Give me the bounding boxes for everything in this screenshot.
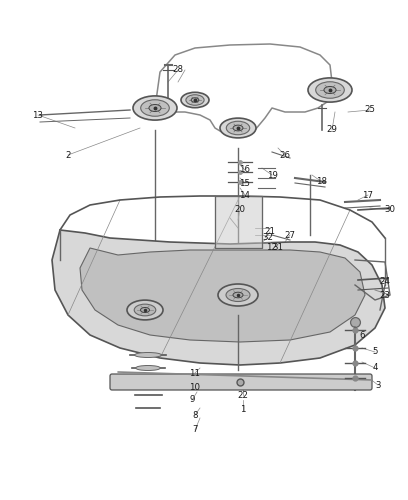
Text: 32: 32 <box>262 234 273 242</box>
Text: 12: 12 <box>266 244 277 252</box>
Ellipse shape <box>141 100 169 116</box>
Ellipse shape <box>233 125 243 131</box>
Text: 17: 17 <box>362 190 373 200</box>
Text: 10: 10 <box>189 382 200 392</box>
Text: 5: 5 <box>372 348 378 356</box>
Text: 19: 19 <box>266 170 277 179</box>
Ellipse shape <box>191 98 199 102</box>
Text: 16: 16 <box>239 166 251 174</box>
Text: 21: 21 <box>264 228 275 236</box>
Ellipse shape <box>308 78 352 102</box>
Text: 31: 31 <box>273 244 284 252</box>
Text: 15: 15 <box>239 178 251 188</box>
Ellipse shape <box>226 288 250 302</box>
Ellipse shape <box>133 96 177 120</box>
Ellipse shape <box>181 92 209 108</box>
Text: 27: 27 <box>284 230 295 239</box>
Text: 28: 28 <box>173 66 184 74</box>
Text: 30: 30 <box>384 206 395 214</box>
Text: 3: 3 <box>375 380 381 390</box>
Ellipse shape <box>220 118 256 138</box>
Ellipse shape <box>316 82 344 98</box>
FancyBboxPatch shape <box>110 374 372 390</box>
Text: 8: 8 <box>192 410 198 420</box>
Polygon shape <box>80 248 365 342</box>
Ellipse shape <box>324 86 336 94</box>
Ellipse shape <box>140 308 149 312</box>
Text: 7: 7 <box>192 426 198 434</box>
Ellipse shape <box>186 95 204 106</box>
Text: 11: 11 <box>189 368 200 378</box>
Ellipse shape <box>218 284 258 306</box>
Text: 9: 9 <box>189 396 195 404</box>
Ellipse shape <box>135 366 160 370</box>
Text: 22: 22 <box>237 390 248 400</box>
Text: 1: 1 <box>240 406 246 414</box>
Text: 23: 23 <box>379 290 390 300</box>
Text: 13: 13 <box>33 110 44 120</box>
Ellipse shape <box>226 121 250 134</box>
Ellipse shape <box>127 300 163 320</box>
Text: 6: 6 <box>359 332 365 340</box>
Text: 4: 4 <box>372 364 378 372</box>
Ellipse shape <box>135 352 162 358</box>
Ellipse shape <box>233 292 243 298</box>
Text: 29: 29 <box>326 126 337 134</box>
Polygon shape <box>215 196 262 248</box>
Text: 26: 26 <box>279 150 290 160</box>
Text: 20: 20 <box>235 206 246 214</box>
Text: 25: 25 <box>364 106 375 114</box>
Text: 2: 2 <box>65 150 71 160</box>
Ellipse shape <box>134 304 156 316</box>
Polygon shape <box>52 230 385 365</box>
Text: 14: 14 <box>239 190 251 200</box>
Ellipse shape <box>137 380 159 384</box>
Text: 24: 24 <box>379 278 390 286</box>
Ellipse shape <box>149 104 161 112</box>
Text: 18: 18 <box>317 178 328 186</box>
